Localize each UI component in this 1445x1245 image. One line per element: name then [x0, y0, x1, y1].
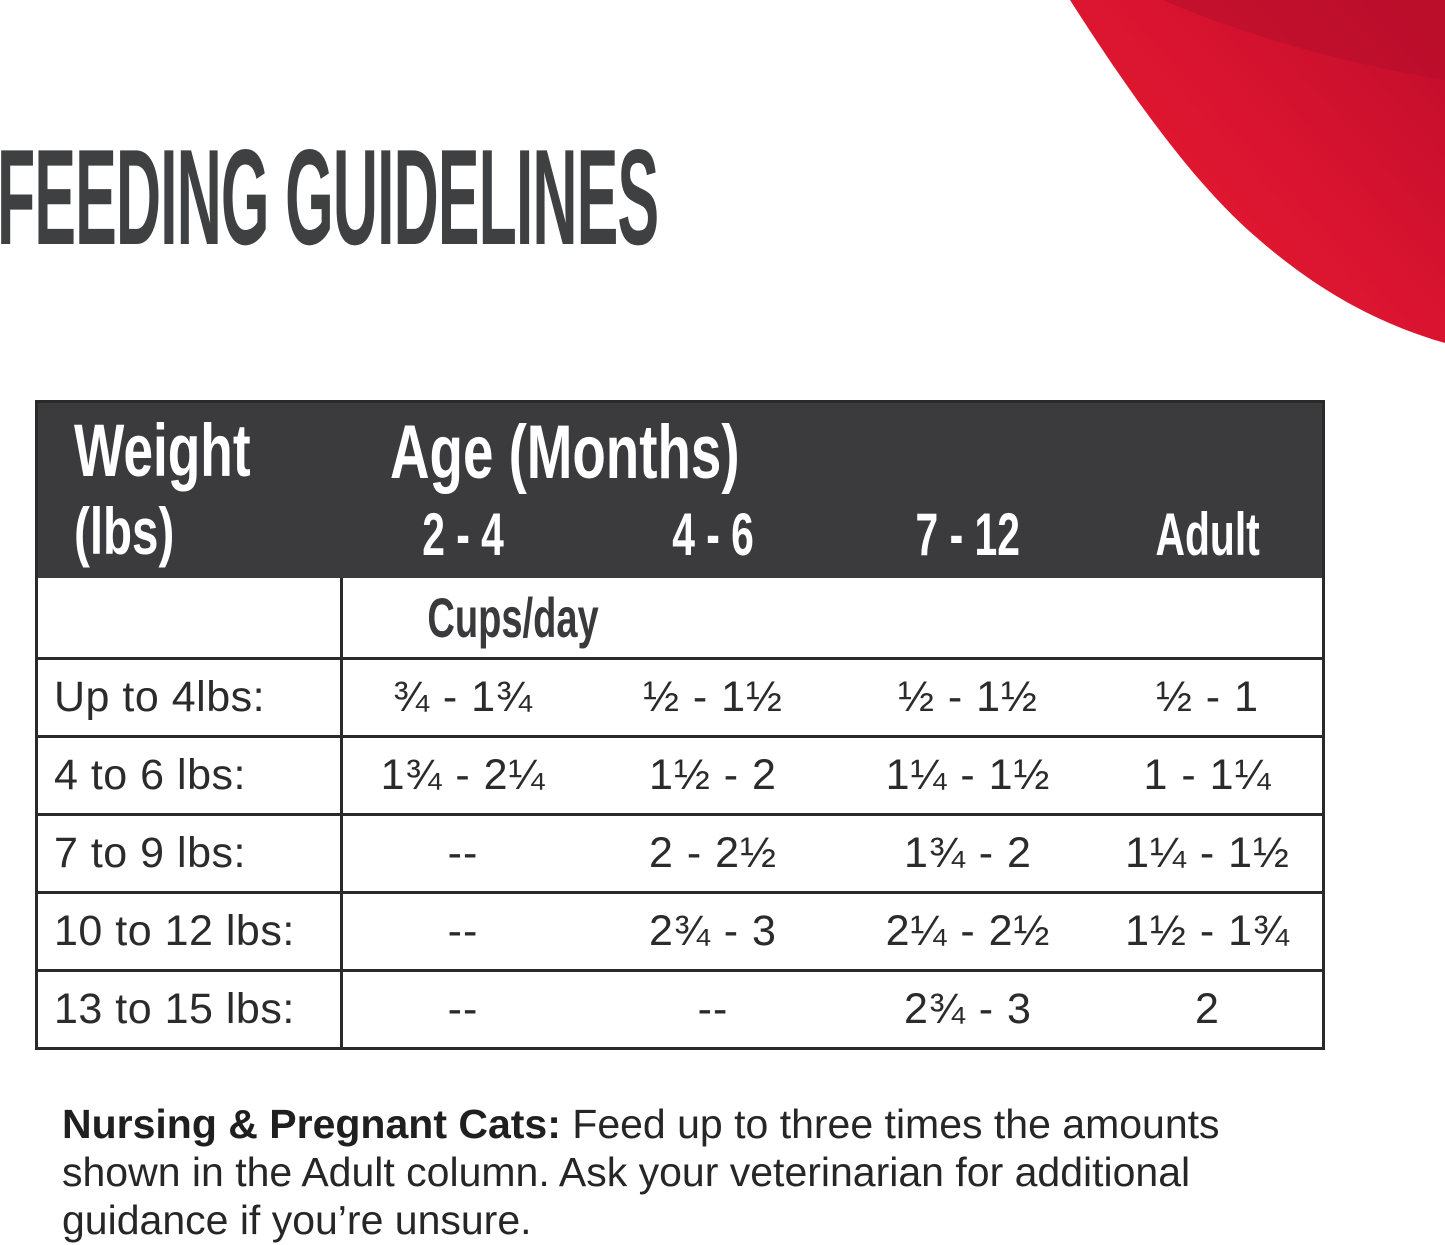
value-cell: --: [447, 985, 479, 1033]
age-column-label: 4 - 6: [672, 501, 754, 568]
value-cell: 1¾ - 2¼: [380, 751, 546, 799]
feeding-table: Weight (lbs) Age (Months) 2 - 4 4 - 6 7 - …: [35, 400, 1325, 1050]
value-cell: 1¾ - 2: [904, 829, 1032, 877]
units-row-spacer: [38, 578, 343, 657]
table-row: 4 to 6 lbs: 1¾ - 2¼ 1½ - 2 1¼ - 1½ 1 - 1¼: [38, 738, 1322, 816]
weight-header-block: Weight (lbs): [74, 411, 319, 571]
note-line-3: guidance if you’re unsure.: [62, 1197, 532, 1243]
weight-header-label: Weight: [74, 409, 251, 492]
value-cell: 1¼ - 1½: [1125, 829, 1290, 877]
age-column-label: Adult: [1155, 501, 1260, 568]
value-cell: ½ - 1½: [643, 673, 783, 721]
table-row: 13 to 15 lbs: -- -- 2¾ - 3 2: [38, 972, 1322, 1047]
value-cell: ¾ - 1¾: [393, 673, 533, 721]
age-sublabels: 2 - 4 4 - 6 7 - 12 Adult: [38, 501, 1322, 569]
age-column-label: 2 - 4: [422, 501, 504, 568]
page-title: FEEDING GUIDELINES: [0, 129, 1435, 265]
note-line-1-rest: Feed up to three times the amounts: [560, 1101, 1220, 1147]
nursing-note: Nursing & Pregnant Cats: Feed up to thre…: [62, 1100, 1220, 1244]
table-row: Up to 4lbs: ¾ - 1¾ ½ - 1½ ½ - 1½ ½ - 1: [38, 660, 1322, 738]
table-header: Weight (lbs) Age (Months) 2 - 4 4 - 6 7 - …: [38, 403, 1322, 578]
age-header-label: Age (Months): [390, 410, 740, 495]
table-body: Up to 4lbs: ¾ - 1¾ ½ - 1½ ½ - 1½ ½ - 1 4 to 6…: [38, 660, 1322, 1047]
value-cell: 2: [1195, 985, 1220, 1033]
table-row: 10 to 12 lbs: -- 2¾ - 3 2¼ - 2½ 1½ - 1¾: [38, 894, 1322, 972]
age-column-label: 7 - 12: [915, 501, 1021, 568]
value-cell: 2¾ - 3: [649, 907, 777, 955]
value-cell: ½ - 1½: [898, 673, 1038, 721]
table-row: 7 to 9 lbs: -- 2 - 2½ 1¾ - 2 1¼ - 1½: [38, 816, 1322, 894]
value-cell: 1½ - 2: [649, 751, 777, 799]
value-cell: ½ - 1: [1156, 673, 1259, 721]
value-cell: 2¼ - 2½: [885, 907, 1051, 955]
weight-cell: 13 to 15 lbs:: [38, 972, 343, 1047]
weight-unit-label: (lbs): [74, 494, 175, 568]
weight-cell: 7 to 9 lbs:: [38, 816, 343, 891]
weight-cell: 10 to 12 lbs:: [38, 894, 343, 969]
cups-per-day-label: Cups/day: [427, 586, 599, 649]
note-line-2: shown in the Adult column. Ask your vete…: [62, 1149, 1191, 1195]
value-cell: 1½ - 1¾: [1125, 907, 1290, 955]
units-row: Cups/day: [38, 578, 1322, 660]
weight-cell: Up to 4lbs:: [38, 660, 343, 735]
value-cell: 1 - 1¼: [1143, 751, 1272, 799]
value-cell: 2¾ - 3: [904, 985, 1032, 1033]
value-cell: --: [447, 829, 479, 877]
note-bold-label: Nursing & Pregnant Cats:: [62, 1101, 561, 1147]
cups-per-day-cell: Cups/day: [343, 578, 1322, 657]
page-title-text: FEEDING GUIDELINES: [0, 121, 659, 273]
value-cell: 2 - 2½: [649, 829, 777, 877]
value-cell: --: [447, 907, 479, 955]
weight-cell: 4 to 6 lbs:: [38, 738, 343, 813]
red-swoosh-graphic: [1070, 0, 1445, 343]
value-cell: 1¼ - 1½: [885, 751, 1051, 799]
note-line-1: Nursing & Pregnant Cats: Feed up to thre…: [62, 1100, 1220, 1148]
value-cell: --: [697, 985, 729, 1033]
